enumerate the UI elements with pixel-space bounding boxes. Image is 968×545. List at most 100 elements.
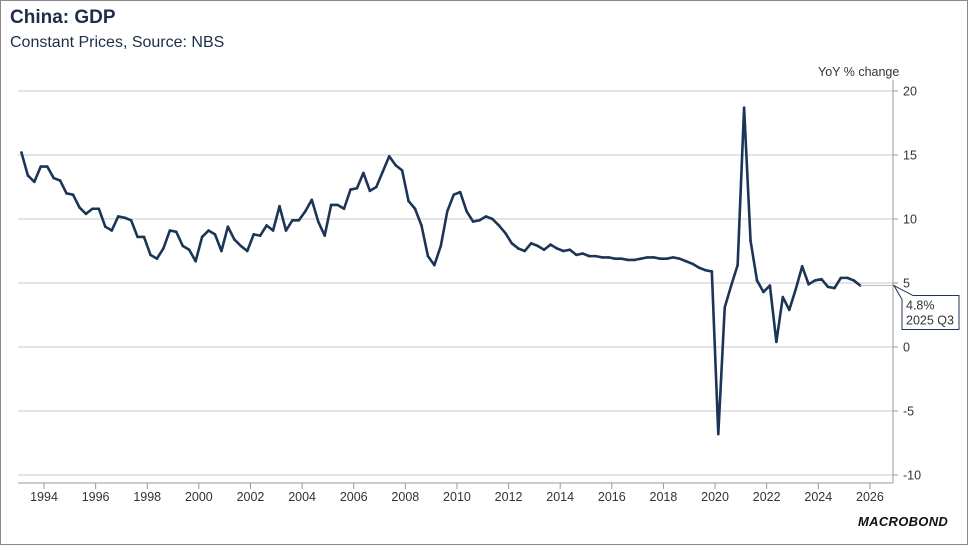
- data-point: [497, 224, 501, 227]
- data-point: [665, 257, 668, 260]
- x-tick-label: 2000: [185, 490, 213, 504]
- data-point: [213, 233, 217, 236]
- data-point: [420, 224, 423, 227]
- data-point: [755, 279, 759, 282]
- data-point: [349, 188, 352, 191]
- data-point: [84, 212, 88, 216]
- data-point: [226, 225, 230, 228]
- data-point: [78, 206, 81, 209]
- x-tick-label: 1994: [30, 490, 58, 504]
- data-point: [26, 174, 30, 177]
- data-point: [45, 165, 49, 168]
- data-point: [400, 169, 404, 172]
- data-point: [65, 192, 68, 195]
- data-point: [433, 263, 436, 267]
- data-point: [452, 193, 456, 196]
- data-point: [826, 285, 830, 289]
- x-tick-label: 2020: [701, 490, 729, 504]
- data-point: [245, 249, 249, 253]
- last-value-annotation: 4.8% 2025 Q3: [860, 284, 960, 331]
- data-point: [129, 218, 133, 222]
- data-point: [581, 252, 585, 255]
- data-point: [181, 244, 185, 248]
- data-point: [691, 262, 694, 266]
- data-point: [33, 180, 36, 184]
- data-point: [439, 244, 443, 248]
- data-point: [820, 277, 823, 281]
- data-point: [297, 218, 301, 222]
- x-tick-label: 1998: [133, 490, 161, 504]
- data-point: [833, 286, 836, 290]
- data-point: [529, 242, 533, 245]
- data-point: [265, 224, 268, 227]
- data-point: [381, 170, 385, 173]
- data-point: [368, 189, 372, 193]
- data-point: [136, 235, 139, 239]
- last-period-text: 2025 Q3: [906, 314, 954, 328]
- macrobond-logo: MACROBOND: [858, 514, 949, 529]
- data-point: [91, 207, 94, 211]
- data-point: [684, 259, 688, 263]
- y-axis-label: YoY % change: [818, 65, 900, 79]
- data-point: [555, 247, 559, 250]
- data-point: [252, 233, 256, 236]
- data-point: [329, 203, 333, 207]
- y-tick-label: 5: [903, 277, 910, 291]
- data-point: [658, 257, 662, 260]
- last-value-callout: [892, 284, 960, 331]
- x-tick-label: 2016: [598, 490, 626, 504]
- data-point: [39, 165, 43, 168]
- data-point: [142, 235, 146, 239]
- data-point: [304, 210, 307, 213]
- data-point: [194, 259, 197, 263]
- data-point: [510, 242, 514, 245]
- data-point: [187, 248, 191, 252]
- x-tick-label: 2014: [546, 490, 574, 504]
- data-point: [394, 163, 397, 167]
- data-point: [607, 256, 610, 259]
- x-tick-label: 2004: [288, 490, 316, 504]
- data-point: [168, 229, 172, 232]
- data-point: [271, 229, 275, 232]
- data-point: [278, 204, 281, 208]
- data-point: [536, 244, 539, 248]
- y-tick-label: 0: [903, 341, 910, 355]
- data-point: [233, 238, 236, 241]
- data-point: [445, 210, 449, 213]
- data-point: [704, 268, 707, 272]
- data-point: [20, 151, 23, 154]
- data-point: [775, 340, 778, 344]
- data-point: [504, 231, 507, 235]
- data-point: [846, 276, 849, 280]
- data-point: [620, 257, 623, 260]
- data-point: [58, 179, 62, 182]
- y-tick-label: -5: [903, 405, 914, 419]
- data-point: [587, 254, 591, 258]
- data-point: [458, 190, 462, 194]
- y-tick-label: 20: [903, 85, 917, 99]
- x-tick-label: 2018: [650, 490, 678, 504]
- data-point: [162, 247, 165, 250]
- data-point: [600, 256, 604, 259]
- data-point: [807, 282, 810, 286]
- data-point: [633, 258, 636, 262]
- data-point: [800, 265, 804, 268]
- data-point: [71, 193, 75, 196]
- data-point: [342, 207, 346, 211]
- data-point: [749, 239, 752, 243]
- data-point: [742, 106, 746, 109]
- data-point: [594, 254, 597, 258]
- data-point: [239, 244, 243, 248]
- data-point: [478, 218, 481, 222]
- y-tick-label: 10: [903, 213, 917, 227]
- data-point: [716, 432, 720, 436]
- data-point: [729, 284, 733, 287]
- x-tick-label: 2002: [237, 490, 265, 504]
- data-point: [200, 235, 204, 239]
- data-point: [52, 176, 55, 180]
- chart-title: China: GDP: [10, 7, 116, 28]
- data-point: [484, 215, 488, 218]
- data-point: [291, 218, 294, 222]
- data-point: [813, 279, 817, 282]
